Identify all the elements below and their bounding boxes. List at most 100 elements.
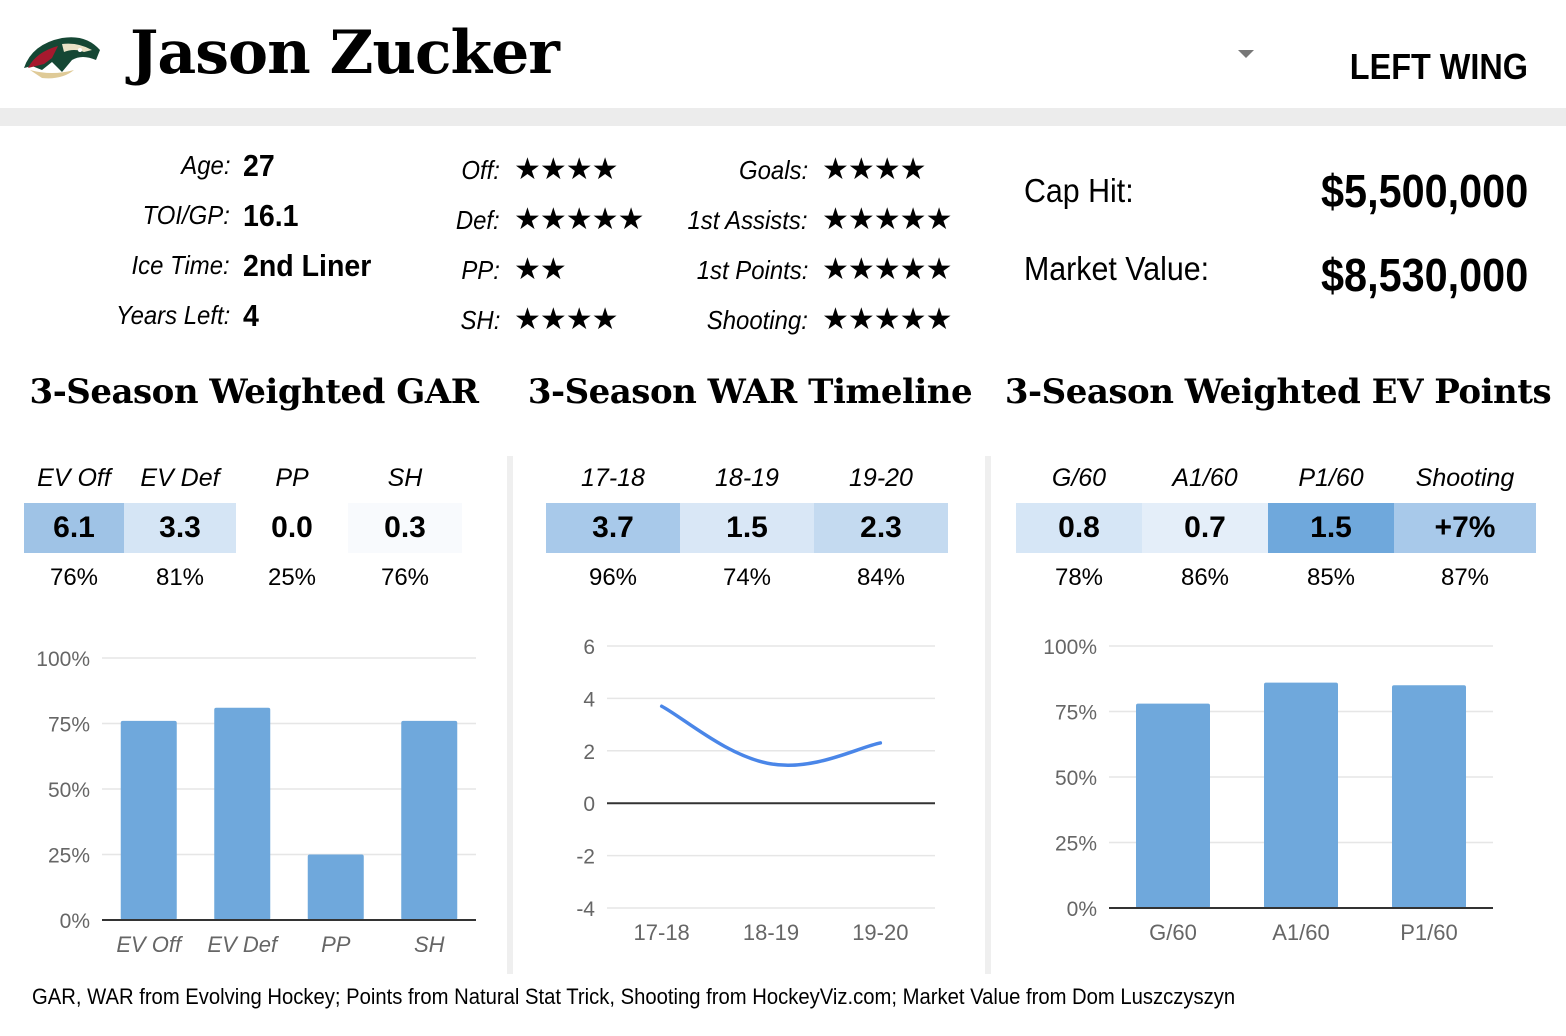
gar-col-header: PP — [275, 464, 309, 492]
y-tick-label: 25% — [1055, 833, 1097, 856]
pp-rating-label: PP: — [461, 255, 500, 285]
x-tick-label: A1/60 — [1272, 920, 1330, 945]
page-header: Jason Zucker LEFT WING — [0, 0, 1566, 108]
x-tick-label: 17-18 — [634, 920, 690, 945]
gar-value-cell: 6.1 — [24, 503, 124, 553]
ev-percentile: 85% — [1306, 564, 1356, 591]
pp-rating-stars: ★★ — [514, 252, 567, 287]
bar — [1136, 703, 1210, 908]
war-col-header: 17-18 — [581, 464, 645, 492]
y-tick-label: 100% — [1043, 636, 1097, 659]
off-rating-stars: ★★★★ — [514, 152, 619, 187]
goals-rating-label: Goals: — [738, 155, 808, 185]
gar-bar-chart: 0% 25% 50% 75% 100% EV Off EV Def PP SH — [36, 648, 476, 957]
war-percentile: 74% — [722, 564, 772, 591]
player-name: Jason Zucker — [130, 18, 560, 88]
war-value-cell: 1.5 — [680, 503, 814, 553]
ev-value-cell: 1.5 — [1268, 503, 1394, 553]
gar-percentile: 81% — [155, 564, 205, 591]
shooting-rating-label: Shooting: — [706, 305, 808, 335]
goals-rating-stars: ★★★★ — [822, 152, 927, 187]
ev-col-header: A1/60 — [1172, 464, 1238, 492]
y-tick-label: 4 — [583, 688, 595, 711]
gar-percentile: 76% — [380, 564, 430, 591]
gar-section-title: 3-Season Weighted GAR — [29, 372, 479, 412]
war-percentile: 96% — [588, 564, 638, 591]
y-tick-label: 75% — [1055, 702, 1097, 725]
cap-hit-label: Cap Hit: — [1024, 172, 1134, 209]
war-col-header: 19-20 — [849, 464, 913, 492]
header-divider — [0, 108, 1566, 126]
ev-col-header: Shooting — [1415, 464, 1515, 492]
first-points-rating-stars: ★★★★★ — [822, 252, 952, 287]
toi-value: 16.1 — [243, 198, 299, 233]
y-tick-label: 75% — [48, 714, 90, 737]
years-left-value: 4 — [243, 298, 259, 333]
gar-value-cell: 3.3 — [124, 503, 236, 553]
toi-label: TOI/GP: — [142, 200, 230, 230]
x-tick-label: EV Def — [207, 932, 280, 957]
gar-percentile: 25% — [267, 564, 317, 591]
sh-rating-stars: ★★★★ — [514, 302, 619, 337]
first-assists-rating-stars: ★★★★★ — [822, 202, 952, 237]
off-rating-label: Off: — [461, 155, 500, 185]
ev-percentile: 86% — [1180, 564, 1230, 591]
y-tick-label: 0% — [1067, 898, 1097, 921]
player-position: LEFT WING — [1349, 46, 1528, 87]
ev-col-header: G/60 — [1051, 464, 1107, 492]
y-tick-label: 50% — [1055, 767, 1097, 790]
bar — [401, 720, 458, 920]
y-tick-label: 6 — [583, 636, 595, 659]
def-rating-label: Def: — [456, 205, 500, 235]
ev-percentile: 87% — [1440, 564, 1490, 591]
ev-col-header: P1/60 — [1298, 464, 1364, 492]
x-tick-label: EV Off — [116, 932, 184, 957]
shooting-rating-stars: ★★★★★ — [822, 302, 952, 337]
ev-value-cell: 0.8 — [1016, 503, 1142, 553]
age-label: Age: — [180, 150, 230, 180]
series-line — [659, 704, 883, 767]
ev-value-cell: 0.7 — [1142, 503, 1268, 553]
war-percentile: 84% — [856, 564, 906, 591]
bar — [214, 707, 271, 920]
chevron-down-icon[interactable] — [1238, 50, 1254, 58]
y-tick-label: 0 — [583, 793, 595, 816]
def-rating-stars: ★★★★★ — [514, 202, 644, 237]
data-sources-footer: GAR, WAR from Evolving Hockey; Points fr… — [32, 984, 1236, 1009]
market-value-label: Market Value: — [1024, 250, 1210, 287]
ev-points-section-title: 3-Season Weighted EV Points — [1004, 372, 1552, 412]
y-tick-label: 100% — [36, 648, 90, 671]
ice-time-label: Ice Time: — [131, 250, 230, 280]
x-tick-label: G/60 — [1149, 920, 1197, 945]
ev-percentile: 78% — [1054, 564, 1104, 591]
x-tick-label: 18-19 — [743, 920, 799, 945]
war-line-chart: -4 -2 0 2 4 6 17-18 18-19 19-20 — [576, 636, 935, 945]
years-left-label: Years Left: — [115, 300, 230, 330]
y-tick-label: -4 — [576, 898, 595, 921]
first-points-rating-label: 1st Points: — [696, 255, 808, 285]
x-tick-label: P1/60 — [1400, 920, 1458, 945]
x-tick-label: SH — [414, 932, 445, 957]
war-col-header: 18-19 — [715, 464, 779, 492]
bar — [307, 854, 364, 920]
y-tick-label: 2 — [583, 741, 595, 764]
market-value-value: $8,530,000 — [1320, 249, 1528, 301]
gar-value-cell: 0.0 — [236, 503, 348, 553]
age-value: 27 — [243, 148, 275, 183]
war-section-title: 3-Season WAR Timeline — [527, 372, 973, 412]
ev-value-cell: +7% — [1394, 503, 1536, 553]
sh-rating-label: SH: — [460, 305, 500, 335]
gar-col-header: SH — [387, 464, 423, 492]
gar-value-cell: 0.3 — [348, 503, 462, 553]
gar-col-header: EV Off — [37, 464, 111, 492]
cap-hit-value: $5,500,000 — [1320, 165, 1528, 217]
ice-time-value: 2nd Liner — [243, 248, 372, 283]
section-divider — [985, 456, 991, 974]
first-assists-rating-label: 1st Assists: — [687, 205, 808, 235]
y-tick-label: 25% — [48, 845, 90, 868]
war-value-cell: 2.3 — [814, 503, 948, 553]
x-tick-label: 19-20 — [852, 920, 908, 945]
y-tick-label: 0% — [60, 910, 90, 933]
x-tick-label: PP — [321, 932, 351, 957]
bar — [120, 720, 177, 920]
